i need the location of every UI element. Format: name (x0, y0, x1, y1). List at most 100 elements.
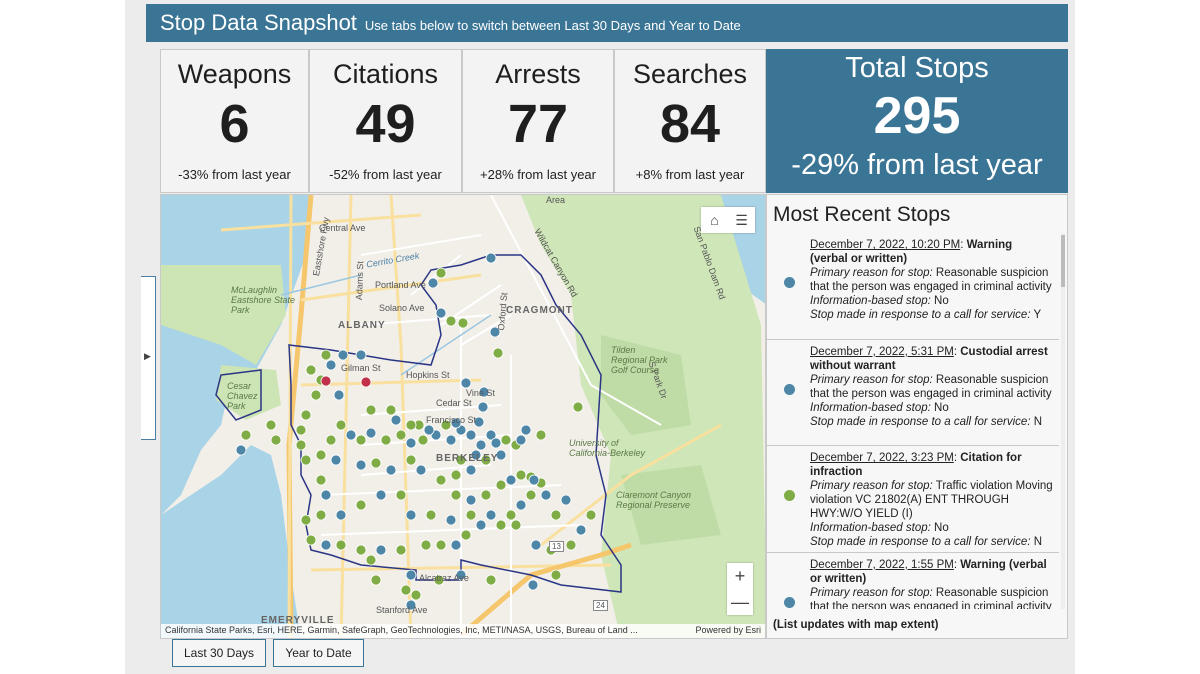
stop-point[interactable] (370, 574, 382, 586)
stop-point[interactable] (330, 454, 342, 466)
stop-point[interactable] (473, 416, 485, 428)
recent-stop-item[interactable]: December 7, 2022, 10:20 PM: Warning (ver… (767, 233, 1059, 340)
stop-point[interactable] (530, 539, 542, 551)
stop-point[interactable] (300, 454, 312, 466)
stop-point[interactable] (333, 389, 345, 401)
stop-point[interactable] (485, 574, 497, 586)
stop-point[interactable] (505, 509, 517, 521)
stop-point[interactable] (435, 307, 447, 319)
stop-point[interactable] (355, 434, 367, 446)
stop-point[interactable] (235, 444, 247, 456)
recent-stops-list[interactable]: December 7, 2022, 10:20 PM: Warning (ver… (767, 233, 1059, 609)
stop-point[interactable] (492, 347, 504, 359)
stop-point[interactable] (405, 509, 417, 521)
stop-point[interactable] (395, 429, 407, 441)
stop-point[interactable] (295, 439, 307, 451)
powered-by-esri[interactable]: Powered by Esri (695, 625, 761, 635)
stop-point[interactable] (300, 514, 312, 526)
stop-point[interactable] (417, 434, 429, 446)
stop-point[interactable] (305, 534, 317, 546)
stop-point[interactable] (495, 449, 507, 461)
stop-point[interactable] (565, 539, 577, 551)
stop-point[interactable] (405, 569, 417, 581)
home-icon[interactable]: ⌂ (710, 212, 719, 228)
stop-point[interactable] (510, 519, 522, 531)
stop-point[interactable] (450, 417, 462, 429)
stop-point[interactable] (335, 539, 347, 551)
stop-point[interactable] (485, 429, 497, 441)
stop-point[interactable] (395, 544, 407, 556)
scrollbar-thumb[interactable] (1061, 235, 1065, 287)
stop-point[interactable] (390, 414, 402, 426)
stops-map[interactable]: Central Ave ALBANY CRAGMONT BERKELEY EME… (160, 194, 766, 639)
stop-point[interactable] (405, 454, 417, 466)
side-panel-toggle[interactable]: ▶ (141, 276, 156, 440)
stop-point[interactable] (490, 437, 502, 449)
stop-point[interactable] (360, 376, 372, 388)
stop-point[interactable] (485, 252, 497, 264)
stop-point[interactable] (495, 479, 507, 491)
stop-point[interactable] (355, 459, 367, 471)
stop-point[interactable] (400, 584, 412, 596)
stop-point[interactable] (315, 509, 327, 521)
stop-point[interactable] (320, 489, 332, 501)
stop-point[interactable] (423, 424, 435, 436)
stop-point[interactable] (515, 434, 527, 446)
stop-point[interactable] (240, 429, 252, 441)
stop-point[interactable] (450, 489, 462, 501)
stop-point[interactable] (575, 524, 587, 536)
stop-point[interactable] (535, 429, 547, 441)
zoom-out-button[interactable]: — (731, 592, 749, 612)
stop-point[interactable] (410, 589, 422, 601)
stop-point[interactable] (477, 401, 489, 413)
stop-point[interactable] (415, 464, 427, 476)
stop-point[interactable] (420, 539, 432, 551)
stop-point[interactable] (300, 409, 312, 421)
stop-point[interactable] (457, 317, 469, 329)
stop-point[interactable] (528, 474, 540, 486)
stop-point[interactable] (365, 554, 377, 566)
stop-point[interactable] (320, 349, 332, 361)
stop-point[interactable] (480, 489, 492, 501)
recent-stop-item[interactable]: December 7, 2022, 5:31 PM: Custodial arr… (767, 340, 1059, 446)
stop-point[interactable] (325, 359, 337, 371)
stop-point[interactable] (265, 419, 277, 431)
stop-point[interactable] (515, 499, 527, 511)
stop-point[interactable] (450, 539, 462, 551)
stop-point[interactable] (315, 449, 327, 461)
stop-point[interactable] (427, 277, 439, 289)
stop-point[interactable] (310, 389, 322, 401)
stop-point[interactable] (375, 489, 387, 501)
stop-point[interactable] (585, 509, 597, 521)
stop-point[interactable] (385, 464, 397, 476)
stop-point[interactable] (435, 474, 447, 486)
stop-point[interactable] (478, 386, 490, 398)
stop-point[interactable] (560, 494, 572, 506)
recent-stop-item[interactable]: December 7, 2022, 3:23 PM: Citation for … (767, 446, 1059, 553)
stop-point[interactable] (445, 514, 457, 526)
stop-point[interactable] (505, 474, 517, 486)
stop-point[interactable] (295, 424, 307, 436)
stop-point[interactable] (355, 544, 367, 556)
stop-point[interactable] (465, 429, 477, 441)
stop-point[interactable] (320, 375, 332, 387)
stop-point[interactable] (315, 474, 327, 486)
stop-point[interactable] (337, 349, 349, 361)
stop-point[interactable] (395, 489, 407, 501)
stop-point[interactable] (435, 539, 447, 551)
stop-point[interactable] (465, 509, 477, 521)
stop-point[interactable] (270, 434, 282, 446)
stop-point[interactable] (433, 574, 445, 586)
stop-point[interactable] (572, 401, 584, 413)
stop-point[interactable] (460, 377, 472, 389)
stop-point[interactable] (335, 419, 347, 431)
stop-point[interactable] (355, 349, 367, 361)
stop-point[interactable] (405, 419, 417, 431)
stop-point[interactable] (465, 494, 477, 506)
stop-point[interactable] (445, 315, 457, 327)
stop-point[interactable] (325, 434, 337, 446)
stop-point[interactable] (305, 364, 317, 376)
stop-point[interactable] (480, 454, 492, 466)
stop-point[interactable] (365, 427, 377, 439)
stop-point[interactable] (445, 434, 457, 446)
